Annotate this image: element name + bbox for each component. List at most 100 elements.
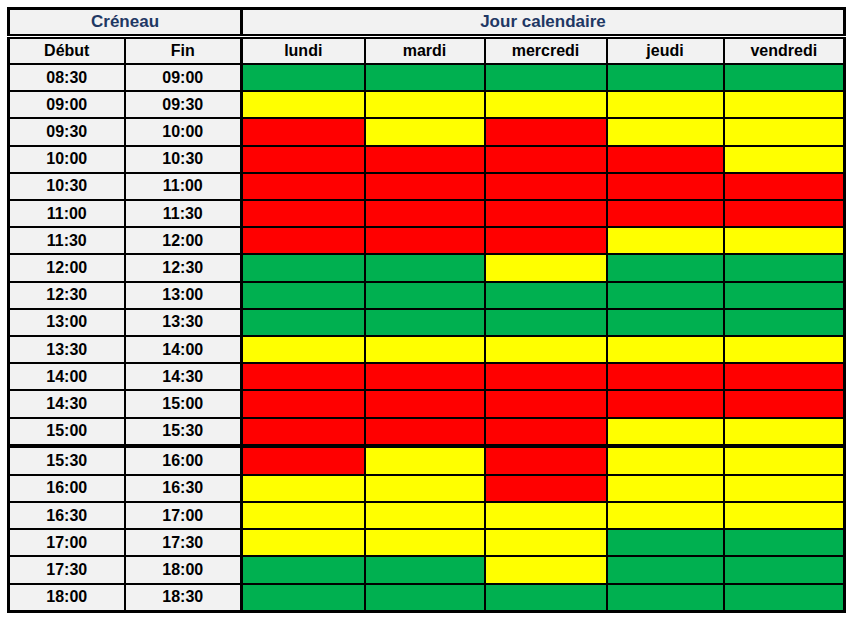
schedule-body: 08:3009:0009:0009:3009:3010:0010:0010:30…: [9, 64, 845, 612]
availability-cell-lundi-15:30: [242, 446, 365, 475]
time-end-cell: 15:30: [125, 418, 242, 447]
availability-cell-lundi-16:30: [242, 502, 365, 529]
availability-cell-jeudi-15:30: [607, 446, 724, 475]
availability-cell-jeudi-10:30: [607, 173, 724, 200]
availability-cell-vendredi-16:30: [724, 502, 845, 529]
availability-cell-jeudi-12:30: [607, 282, 724, 309]
availability-cell-vendredi-17:00: [724, 529, 845, 556]
start-column-header: Début: [9, 37, 125, 65]
availability-cell-lundi-09:00: [242, 91, 365, 118]
availability-cell-vendredi-08:30: [724, 64, 845, 91]
time-end-cell: 09:00: [125, 64, 242, 91]
time-start-cell: 12:30: [9, 282, 125, 309]
day-header-mardi: mardi: [365, 37, 485, 65]
availability-cell-mardi-10:00: [365, 146, 485, 173]
time-end-cell: 10:30: [125, 146, 242, 173]
availability-cell-mardi-10:30: [365, 173, 485, 200]
availability-cell-mardi-12:00: [365, 254, 485, 281]
availability-cell-vendredi-11:30: [724, 227, 845, 254]
time-end-cell: 17:30: [125, 529, 242, 556]
table-row: 11:3012:00: [9, 227, 845, 254]
availability-cell-lundi-17:30: [242, 556, 365, 583]
time-end-cell: 14:30: [125, 363, 242, 390]
availability-cell-lundi-10:00: [242, 146, 365, 173]
table-row: 15:0015:30: [9, 418, 845, 447]
availability-cell-mercredi-16:00: [485, 475, 607, 502]
availability-cell-mercredi-17:30: [485, 556, 607, 583]
time-start-cell: 11:30: [9, 227, 125, 254]
availability-cell-mercredi-11:30: [485, 227, 607, 254]
time-end-cell: 18:30: [125, 584, 242, 612]
table-row: 13:0013:30: [9, 309, 845, 336]
availability-cell-lundi-13:30: [242, 336, 365, 363]
availability-cell-lundi-11:30: [242, 227, 365, 254]
availability-cell-mercredi-10:30: [485, 173, 607, 200]
availability-cell-vendredi-13:00: [724, 309, 845, 336]
availability-cell-jeudi-13:30: [607, 336, 724, 363]
availability-cell-mercredi-14:00: [485, 363, 607, 390]
availability-cell-lundi-14:00: [242, 363, 365, 390]
availability-cell-vendredi-17:30: [724, 556, 845, 583]
time-start-cell: 12:00: [9, 254, 125, 281]
time-end-cell: 12:00: [125, 227, 242, 254]
availability-cell-vendredi-14:30: [724, 390, 845, 417]
day-group-header: Jour calendaire: [242, 9, 845, 37]
time-start-cell: 18:00: [9, 584, 125, 612]
availability-cell-mercredi-10:00: [485, 146, 607, 173]
table-row: 10:3011:00: [9, 173, 845, 200]
availability-cell-mercredi-11:00: [485, 200, 607, 227]
availability-cell-vendredi-10:30: [724, 173, 845, 200]
availability-cell-mardi-16:00: [365, 475, 485, 502]
availability-cell-mardi-09:30: [365, 118, 485, 145]
table-row: 09:0009:30: [9, 91, 845, 118]
availability-cell-lundi-13:00: [242, 309, 365, 336]
availability-cell-mardi-15:30: [365, 446, 485, 475]
schedule-table: Créneau Jour calendaire Début Fin lundi …: [7, 7, 846, 613]
availability-cell-jeudi-13:00: [607, 309, 724, 336]
time-end-cell: 18:00: [125, 556, 242, 583]
table-row: 13:3014:00: [9, 336, 845, 363]
time-start-cell: 15:00: [9, 418, 125, 447]
time-end-cell: 09:30: [125, 91, 242, 118]
time-start-cell: 08:30: [9, 64, 125, 91]
availability-cell-jeudi-18:00: [607, 584, 724, 612]
availability-cell-mercredi-12:30: [485, 282, 607, 309]
availability-cell-lundi-14:30: [242, 390, 365, 417]
time-start-cell: 09:00: [9, 91, 125, 118]
availability-cell-mercredi-17:00: [485, 529, 607, 556]
table-row: 17:3018:00: [9, 556, 845, 583]
table-row: 11:0011:30: [9, 200, 845, 227]
time-start-cell: 13:00: [9, 309, 125, 336]
time-start-cell: 14:30: [9, 390, 125, 417]
time-start-cell: 17:30: [9, 556, 125, 583]
availability-cell-mardi-18:00: [365, 584, 485, 612]
availability-cell-vendredi-12:30: [724, 282, 845, 309]
availability-cell-vendredi-11:00: [724, 200, 845, 227]
availability-cell-mercredi-13:00: [485, 309, 607, 336]
availability-cell-jeudi-17:00: [607, 529, 724, 556]
availability-cell-jeudi-11:00: [607, 200, 724, 227]
availability-cell-mercredi-16:30: [485, 502, 607, 529]
availability-cell-lundi-08:30: [242, 64, 365, 91]
end-column-header: Fin: [125, 37, 242, 65]
availability-cell-lundi-16:00: [242, 475, 365, 502]
availability-cell-jeudi-09:00: [607, 91, 724, 118]
day-header-lundi: lundi: [242, 37, 365, 65]
availability-cell-mardi-11:00: [365, 200, 485, 227]
time-start-cell: 10:00: [9, 146, 125, 173]
availability-cell-mardi-15:00: [365, 418, 485, 447]
time-end-cell: 10:00: [125, 118, 242, 145]
time-end-cell: 13:00: [125, 282, 242, 309]
availability-cell-mercredi-18:00: [485, 584, 607, 612]
table-row: 12:0012:30: [9, 254, 845, 281]
availability-cell-lundi-15:00: [242, 418, 365, 447]
availability-cell-mercredi-14:30: [485, 390, 607, 417]
table-row: 15:3016:00: [9, 446, 845, 475]
availability-cell-vendredi-09:00: [724, 91, 845, 118]
availability-cell-jeudi-14:30: [607, 390, 724, 417]
availability-cell-mardi-17:00: [365, 529, 485, 556]
day-header-vendredi: vendredi: [724, 37, 845, 65]
time-start-cell: 16:00: [9, 475, 125, 502]
schedule-sheet: Créneau Jour calendaire Début Fin lundi …: [0, 0, 849, 621]
availability-cell-mercredi-15:00: [485, 418, 607, 447]
